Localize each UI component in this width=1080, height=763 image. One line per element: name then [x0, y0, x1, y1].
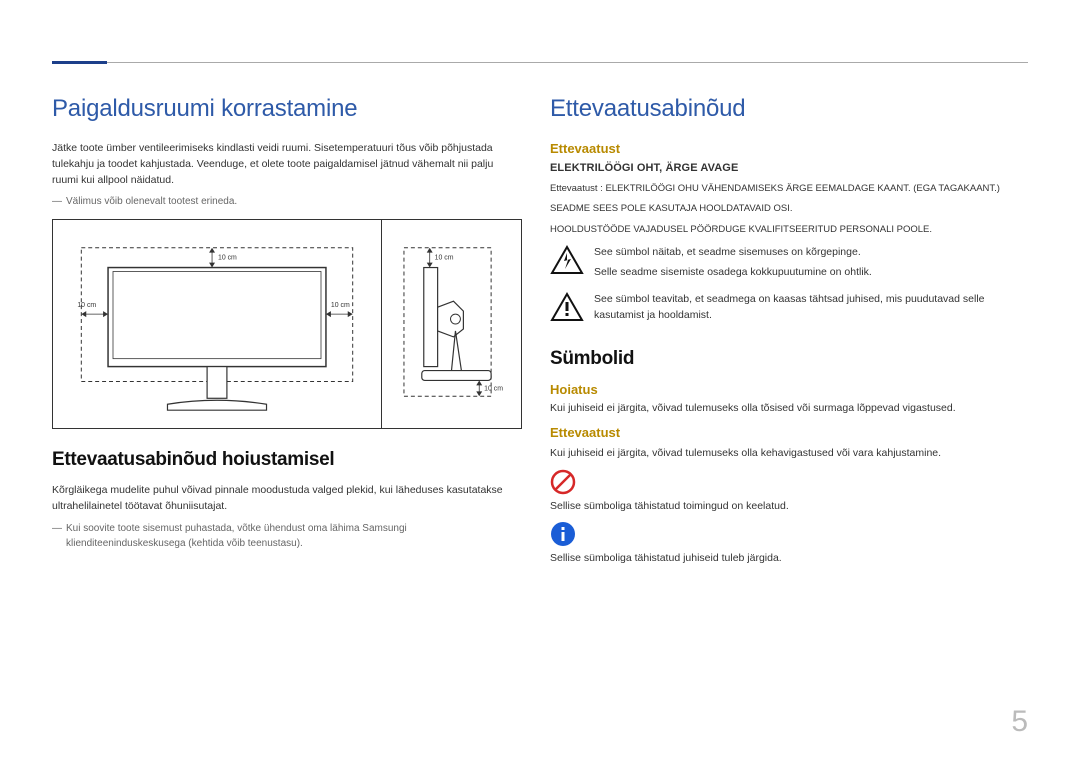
shock-p1: Ettevaatust : ELEKTRILÖÖGI OHU VÄHENDAMI…	[550, 182, 1028, 196]
content-columns: Paigaldusruumi korrastamine Jätke toote …	[52, 95, 1028, 573]
prohibit-row	[550, 469, 1028, 495]
svg-text:10 cm: 10 cm	[435, 255, 454, 262]
excl-symbol-row: See sümbol teavitab, et seadmega on kaas…	[550, 292, 1028, 328]
caution-text: Kui juhiseid ei järgita, võivad tulemuse…	[550, 446, 1028, 462]
caution-label-2: Ettevaatust	[550, 425, 1028, 440]
right-column: Ettevaatusabinõud Ettevaatust ELEKTRILÖÖ…	[550, 95, 1028, 573]
intro-paragraph: Jätke toote ümber ventileerimiseks kindl…	[52, 141, 522, 188]
diagram-front-view: 10 cm 10 cm 10 cm	[53, 220, 381, 428]
follow-row	[550, 521, 1028, 547]
follow-text: Sellise sümboliga tähistatud juhiseid tu…	[550, 551, 1028, 567]
excl-text: See sümbol teavitab, et seadmega on kaas…	[594, 292, 1028, 324]
diagram-side-view: 10 cm 10 cm	[381, 220, 521, 428]
shock-symbol-row: See sümbol näitab, et seadme sisemuses o…	[550, 245, 1028, 285]
prohibit-text: Sellise sümboliga tähistatud toimingud o…	[550, 499, 1028, 515]
prohibit-icon	[550, 469, 576, 495]
storage-paragraph: Kõrgläikega mudelite puhul võivad pinnal…	[52, 483, 522, 515]
svg-text:10 cm: 10 cm	[484, 386, 503, 393]
warning-label: Hoiatus	[550, 382, 1028, 397]
svg-text:10 cm: 10 cm	[331, 302, 350, 309]
page-number: 5	[1011, 705, 1028, 739]
clearance-diagram: 10 cm 10 cm 10 cm	[52, 219, 522, 429]
info-icon	[550, 521, 576, 547]
shock-text-1: See sümbol näitab, et seadme sisemuses o…	[594, 245, 1028, 261]
note-cleaning: Kui soovite toote sisemust puhastada, võ…	[52, 521, 522, 551]
svg-text:10 cm: 10 cm	[218, 255, 237, 262]
header-rule	[52, 62, 1028, 63]
shock-p3: HOOLDUSTÖÖDE VAJADUSEL PÖÖRDUGE KVALIFIT…	[550, 223, 1028, 237]
heading-storage-precautions: Ettevaatusabinõud hoiustamisel	[52, 449, 522, 471]
warning-text: Kui juhiseid ei järgita, võivad tulemuse…	[550, 401, 1028, 417]
shock-text-2: Selle seadme sisemiste osadega kokkupuut…	[594, 265, 1028, 281]
shock-caps: ELEKTRILÖÖGI OHT, ÄRGE AVAGE	[550, 162, 1028, 174]
heading-symbols: Sümbolid	[550, 348, 1028, 370]
note-appearance: Välimus võib olenevalt tootest erineda.	[52, 194, 522, 209]
svg-text:10 cm: 10 cm	[77, 302, 96, 309]
shock-triangle-icon	[550, 245, 584, 275]
left-column: Paigaldusruumi korrastamine Jätke toote …	[52, 95, 522, 573]
heading-precautions: Ettevaatusabinõud	[550, 95, 1028, 123]
exclamation-triangle-icon	[550, 292, 584, 322]
shock-p2: SEADME SEES POLE KASUTAJA HOOLDATAVAID O…	[550, 202, 1028, 216]
header-accent	[52, 61, 107, 64]
caution-label-1: Ettevaatust	[550, 141, 1028, 156]
heading-install-space: Paigaldusruumi korrastamine	[52, 95, 522, 123]
